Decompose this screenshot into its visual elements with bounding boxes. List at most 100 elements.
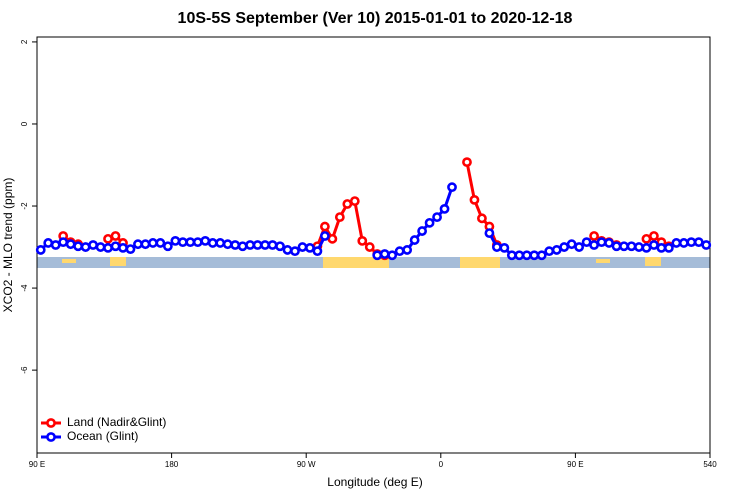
- data-point: [65, 239, 76, 250]
- data-point: [641, 233, 652, 244]
- data-point: [252, 240, 263, 250]
- data-point: [604, 238, 614, 248]
- data-point: [177, 237, 188, 248]
- data-point: [349, 196, 360, 207]
- data-point: [529, 250, 540, 261]
- data-point: [649, 240, 659, 250]
- data-point: [432, 212, 442, 223]
- data-point: [469, 194, 480, 205]
- data-point: [275, 241, 285, 252]
- data-point: [611, 241, 622, 252]
- data-point: [491, 242, 502, 252]
- data-point: [215, 238, 226, 248]
- x-tick-label: 90 E: [567, 460, 583, 469]
- data-point: [297, 242, 308, 252]
- y-tick-label: 0: [20, 121, 29, 126]
- data-point: [35, 245, 46, 255]
- data-point: [245, 240, 256, 250]
- data-point: [125, 244, 136, 255]
- data-point: [686, 237, 697, 248]
- data-point: [88, 240, 98, 250]
- data-point: [409, 235, 420, 245]
- data-point: [58, 237, 69, 248]
- data-point: [200, 235, 211, 246]
- data-point: [162, 241, 173, 252]
- data-point: [319, 231, 330, 241]
- data-point: [656, 242, 667, 253]
- data-point: [402, 245, 413, 255]
- data-point: [693, 237, 704, 248]
- data-point: [207, 238, 218, 248]
- data-point: [671, 238, 682, 248]
- series: [35, 182, 712, 261]
- data-point: [499, 242, 510, 253]
- data-point: [394, 246, 405, 257]
- data-point: [118, 242, 128, 253]
- legend-marker: [46, 432, 56, 442]
- data-point: [447, 182, 457, 193]
- data-point: [327, 233, 338, 244]
- data-point: [596, 237, 607, 248]
- land-strip: [110, 257, 126, 266]
- data-point: [192, 237, 203, 248]
- data-point: [506, 250, 517, 261]
- data-point: [634, 242, 644, 252]
- x-tick-label: 540: [703, 460, 717, 469]
- data-point: [701, 240, 712, 250]
- data-point: [148, 238, 158, 248]
- data-point: [342, 199, 353, 209]
- data-point: [663, 242, 674, 253]
- data-point: [73, 241, 84, 252]
- chart-title: 10S-5S September (Ver 10) 2015-01-01 to …: [178, 10, 573, 27]
- data-point: [589, 240, 599, 250]
- y-tick-label: -4: [20, 284, 29, 292]
- data-point: [80, 242, 91, 252]
- x-axis-title: Longitude (deg E): [327, 475, 422, 489]
- data-point: [462, 157, 472, 168]
- data-point: [372, 250, 383, 261]
- data-point: [589, 231, 599, 241]
- data-point: [185, 237, 196, 248]
- data-point: [641, 242, 652, 253]
- x-tick-label: 90 W: [297, 460, 316, 469]
- data-point: [110, 231, 121, 241]
- y-tick-label: -2: [20, 202, 29, 210]
- data-point: [170, 235, 181, 246]
- data-point: [95, 242, 106, 252]
- data-point: [387, 250, 398, 261]
- data-point: [155, 238, 166, 248]
- land-strip: [460, 257, 500, 268]
- legend-label: Ocean (Glint): [67, 429, 138, 443]
- data-point: [477, 213, 487, 224]
- data-point: [649, 231, 659, 241]
- data-point: [103, 233, 113, 244]
- data-point: [222, 239, 233, 250]
- data-point: [581, 237, 592, 248]
- data-point: [678, 238, 689, 248]
- data-point: [417, 226, 428, 236]
- land-strip: [62, 259, 76, 263]
- data-point: [566, 239, 577, 250]
- x-tick-label: 0: [439, 460, 444, 469]
- data-point: [574, 242, 585, 252]
- y-tick-label: 2: [20, 39, 29, 44]
- data-point: [103, 242, 113, 253]
- legend-marker: [46, 418, 56, 428]
- data-point: [319, 221, 330, 232]
- legend-label: Land (Nadir&Glint): [67, 415, 166, 429]
- data-point: [559, 242, 570, 252]
- land-strip: [323, 257, 389, 268]
- data-point: [364, 242, 375, 252]
- data-point: [379, 249, 390, 259]
- data-point: [237, 241, 248, 252]
- data-point: [133, 239, 143, 250]
- data-point: [514, 250, 525, 261]
- data-point: [626, 241, 637, 252]
- data-point: [551, 245, 562, 255]
- data-point: [439, 203, 450, 214]
- land-strip: [645, 257, 661, 266]
- data-point: [536, 250, 547, 261]
- data-point: [334, 212, 345, 223]
- data-point: [110, 241, 121, 252]
